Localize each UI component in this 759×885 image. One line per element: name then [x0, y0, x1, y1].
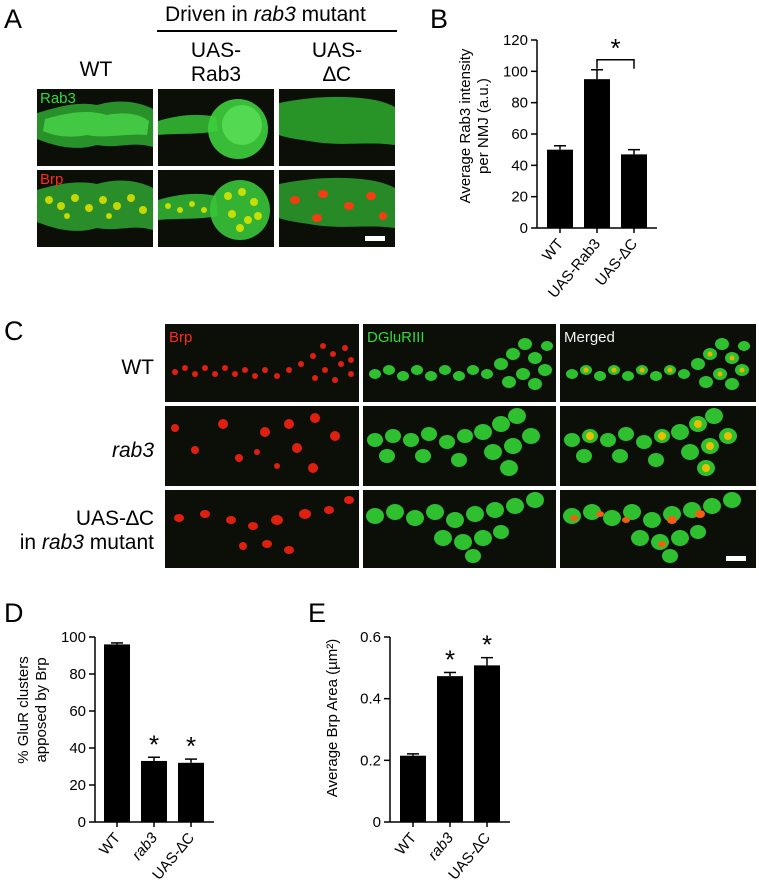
- column-label-wt: WT: [79, 58, 113, 81]
- micrograph-a-wt-rab3: Rab3: [37, 89, 153, 166]
- significance-star: *: [186, 731, 196, 761]
- panel-a-header-line: [157, 30, 397, 32]
- x-tick-label: rab3: [425, 829, 458, 863]
- header-rab3-text: rab3: [253, 3, 296, 26]
- chart-b: 0 20 40 60 80 100 120 Average Rab3 intensity per…: [457, 32, 657, 301]
- bar: [141, 760, 167, 822]
- bar: [584, 79, 610, 228]
- significance-star: *: [149, 729, 159, 759]
- y-tick-label: 100: [61, 629, 86, 646]
- header-mutant-text: mutant: [301, 3, 366, 26]
- micrograph-image: [158, 180, 270, 240]
- significance-bracket: [596, 59, 635, 69]
- micrograph-image: [367, 408, 540, 476]
- micrograph-image: [37, 101, 153, 148]
- micrograph-image: [366, 492, 544, 563]
- y-tick-label: 0.2: [360, 752, 381, 769]
- bar: [104, 644, 130, 822]
- micrograph-image: [172, 343, 354, 383]
- micrograph-image: [369, 338, 553, 390]
- micrograph-a-uas-dc-brp: [279, 170, 395, 247]
- y-tick-label: 40: [69, 740, 86, 757]
- micrograph-image: [37, 180, 153, 231]
- y-axis-label: % GluR clusters: [15, 656, 32, 764]
- micrograph-c-wt-dglur: DGluRIII: [363, 324, 556, 402]
- y-tick-label: 40: [511, 157, 528, 174]
- micrograph-c-uas-dc-merged: [560, 490, 756, 568]
- x-tick-label: WT: [96, 830, 124, 859]
- micrograph-c-rab3-brp: [165, 406, 359, 486]
- y-axis-label: Average Rab3 intensity: [457, 48, 474, 203]
- panel-letter-d: D: [4, 598, 24, 628]
- chart-d: 0 20 40 60 80 100 % GluR clusters apposed by Br…: [15, 629, 214, 883]
- y-axis-label: Average Brp Area (µm²): [324, 639, 341, 797]
- column-label-c-brp: Brp: [169, 329, 193, 346]
- significance-star: *: [610, 33, 620, 63]
- micrograph-c-uas-dc-brp: [165, 490, 359, 568]
- micrograph-image: [563, 492, 741, 563]
- panel-letter-a: A: [4, 4, 23, 34]
- y-tick-label: 0: [78, 814, 86, 831]
- micrograph-c-wt-merged: Merged: [560, 324, 756, 402]
- x-tick-label: WT: [539, 236, 567, 265]
- header-driven-text: Driven in: [165, 3, 248, 26]
- micrograph-c-rab3-dglur: [363, 406, 556, 486]
- micrograph-image: [171, 413, 340, 473]
- micrograph-a-wt-brp: Brp: [37, 170, 153, 247]
- x-tick-label: rab3: [129, 829, 162, 863]
- y-tick-label: 80: [69, 666, 86, 683]
- significance-star: *: [482, 630, 492, 660]
- bar: [547, 149, 573, 228]
- panel-letter-e: E: [308, 598, 327, 628]
- bar: [474, 665, 500, 822]
- y-tick-label: 20: [69, 777, 86, 794]
- bar: [178, 762, 204, 822]
- micrograph-a-uas-dc-rab3: [279, 89, 395, 166]
- column-label-c-merged: Merged: [564, 329, 615, 346]
- panel-a-header: Driven in rab3 mutant: [165, 3, 366, 27]
- bar: [621, 154, 647, 228]
- panel-letter-b: B: [430, 4, 449, 34]
- row-label-brp: Brp: [40, 171, 64, 188]
- y-tick-label: 60: [69, 703, 86, 720]
- row-label-c-rab3: rab3: [111, 439, 154, 462]
- micrograph-image: [158, 99, 268, 159]
- row-label-c-wt: WT: [121, 356, 154, 379]
- column-label-c-dglur: DGluRIII: [367, 329, 425, 346]
- micrograph-image: [174, 496, 354, 554]
- scale-bar: [365, 236, 385, 241]
- scale-bar: [726, 556, 746, 561]
- micrograph-c-uas-dc-dglur: [363, 490, 556, 568]
- micrograph-image: [279, 177, 395, 228]
- significance-star: *: [445, 644, 455, 674]
- y-tick-label: 120: [503, 32, 528, 49]
- y-tick-label: 0.4: [360, 691, 381, 708]
- bar: [400, 755, 426, 822]
- x-tick-label: WT: [392, 830, 420, 859]
- y-tick-label: 100: [503, 63, 528, 80]
- bar: [437, 676, 463, 822]
- column-label-uas-rab3: UAS- Rab3: [190, 39, 242, 87]
- y-tick-label: 0: [373, 814, 381, 831]
- micrograph-c-rab3-merged: [560, 406, 756, 486]
- micrograph-image: [279, 96, 395, 145]
- y-tick-label: 0.6: [360, 629, 381, 646]
- y-tick-label: 60: [511, 126, 528, 143]
- panel-letter-c: C: [4, 316, 24, 346]
- row-label-rab3: Rab3: [40, 90, 76, 107]
- y-tick-label: 0: [520, 220, 528, 237]
- column-label-uas-dc: UAS- ∆C: [311, 39, 363, 87]
- micrograph-a-uas-rab3-rab3: [158, 89, 274, 166]
- y-axis-label: apposed by Brp: [33, 657, 50, 762]
- micrograph-a-uas-rab3-brp: [158, 170, 274, 247]
- micrograph-image: [566, 338, 750, 390]
- micrograph-c-wt-brp: Brp: [165, 324, 359, 402]
- y-axis-label: per NMJ (a.u.): [475, 78, 492, 174]
- micrograph-image: [564, 408, 737, 476]
- row-label-c-uas-dc: UAS-∆C in rab3 mutant: [19, 507, 154, 555]
- y-tick-label: 20: [511, 189, 528, 206]
- y-tick-label: 80: [511, 95, 528, 112]
